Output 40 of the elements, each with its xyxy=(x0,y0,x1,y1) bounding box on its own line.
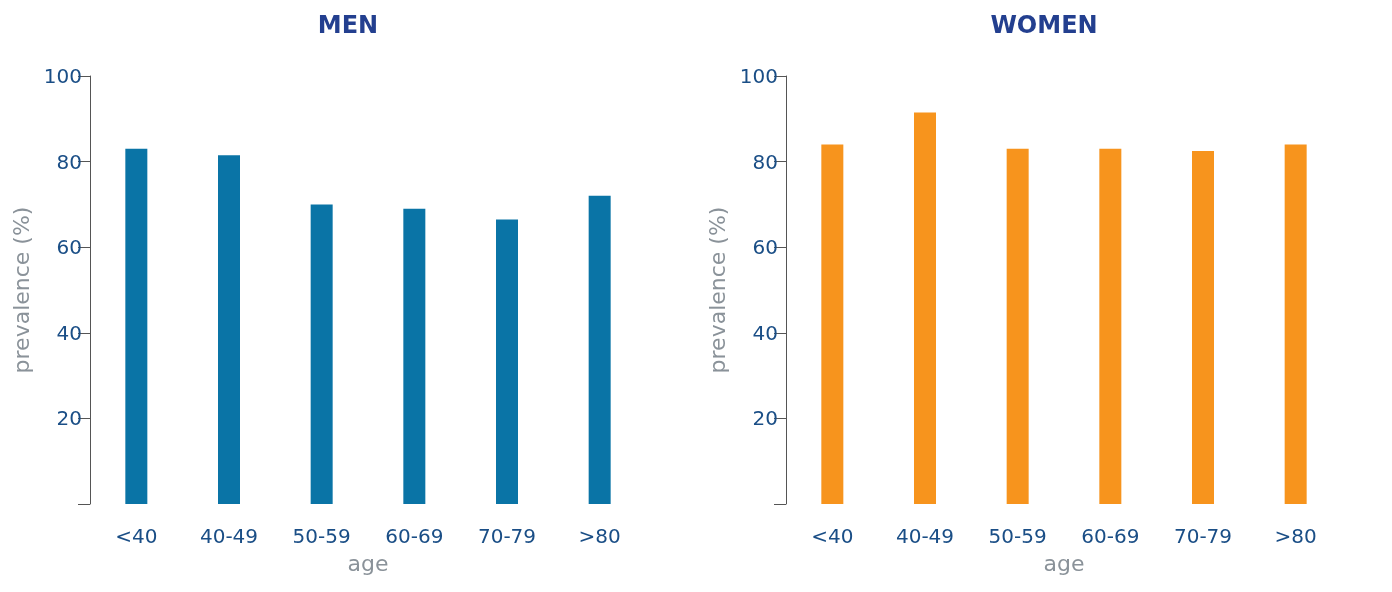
x-tick-label: 40-49 xyxy=(199,524,259,548)
bar xyxy=(1284,144,1307,504)
y-tick-label: 80 xyxy=(56,149,82,174)
y-tick-label: 40 xyxy=(56,320,82,345)
bar xyxy=(310,204,333,504)
y-tick-label: 20 xyxy=(56,406,82,431)
bar xyxy=(1192,150,1214,504)
bar xyxy=(403,208,426,504)
x-tick-label: 70-79 xyxy=(1173,524,1233,548)
x-tick-label: >80 xyxy=(1274,524,1317,548)
x-tick-label: 60-69 xyxy=(385,524,444,548)
y-tick-label: 60 xyxy=(752,235,778,260)
bar xyxy=(1099,148,1122,504)
bar xyxy=(496,219,518,504)
y-tick-label: 100 xyxy=(739,64,778,88)
bar xyxy=(218,155,240,504)
x-tick-label: 40-49 xyxy=(895,524,955,548)
y-tick-label: 40 xyxy=(752,320,778,345)
x-tick-label: 70-79 xyxy=(477,524,537,548)
bar xyxy=(125,148,148,504)
y-tick-label: 20 xyxy=(752,406,778,431)
y-tick-label: 100 xyxy=(43,64,82,88)
x-axis-title: age xyxy=(1043,550,1085,576)
y-axis-title: prevalence (%) xyxy=(9,206,35,374)
chart-title: MEN xyxy=(317,11,379,39)
bar xyxy=(821,144,844,504)
x-tick-label: >80 xyxy=(578,524,621,548)
x-tick-label: <40 xyxy=(115,524,158,548)
x-axis-title: age xyxy=(347,550,389,576)
x-tick-label: 50-59 xyxy=(292,524,351,548)
x-tick-label: 60-69 xyxy=(1081,524,1140,548)
y-tick-label: 60 xyxy=(56,235,82,260)
y-tick-label: 80 xyxy=(752,149,778,174)
chart-title: WOMEN xyxy=(990,11,1098,39)
y-axis-title: prevalence (%) xyxy=(705,206,731,374)
x-tick-label: <40 xyxy=(811,524,854,548)
x-tick-label: 50-59 xyxy=(988,524,1047,548)
bar xyxy=(1006,148,1029,504)
bar xyxy=(588,195,611,504)
bar xyxy=(914,112,936,504)
